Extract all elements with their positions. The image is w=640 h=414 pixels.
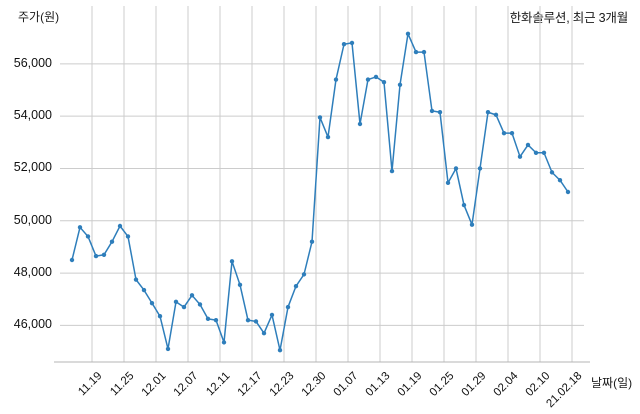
data-point-marker	[285, 304, 291, 310]
data-point-marker	[525, 142, 531, 148]
data-point-marker	[565, 189, 571, 195]
data-point-marker	[141, 287, 147, 293]
data-point-marker	[221, 340, 227, 345]
y-tick-label: 48,000	[13, 265, 52, 280]
data-point-marker	[293, 283, 299, 289]
y-tick-label: 56,000	[13, 55, 52, 70]
data-point-marker	[157, 314, 163, 319]
data-point-marker	[453, 166, 459, 171]
data-point-marker	[253, 319, 259, 324]
data-point-marker	[197, 302, 203, 307]
data-point-marker	[429, 108, 435, 114]
data-point-marker	[357, 121, 363, 127]
data-point-marker	[125, 234, 131, 239]
data-point-marker	[533, 150, 539, 155]
data-point-marker	[133, 277, 139, 282]
data-point-marker	[341, 42, 347, 47]
data-point-marker	[93, 253, 99, 259]
data-point-marker	[413, 49, 419, 55]
data-point-marker	[421, 49, 427, 55]
data-point-marker	[301, 272, 307, 277]
data-point-marker	[549, 170, 555, 175]
data-point-marker	[109, 239, 115, 244]
data-point-marker	[269, 312, 275, 318]
price-line	[71, 33, 569, 351]
plot-area	[54, 6, 590, 363]
y-tick-label: 46,000	[13, 317, 52, 332]
data-point-marker	[317, 115, 323, 120]
y-axis-title: 주가(원)	[18, 10, 60, 24]
data-point-marker	[69, 257, 75, 263]
data-point-marker	[333, 77, 339, 82]
data-point-marker	[485, 110, 491, 115]
data-point-marker	[245, 317, 251, 323]
data-point-marker	[509, 130, 515, 136]
data-point-marker	[397, 82, 403, 87]
data-point-marker	[381, 79, 387, 85]
data-point-marker	[237, 282, 243, 288]
data-point-marker	[213, 317, 219, 323]
x-axis-title: 날짜(일)	[591, 376, 633, 390]
data-point-marker	[445, 180, 451, 186]
data-point-marker	[205, 316, 211, 322]
data-point-marker	[349, 40, 355, 46]
data-point-marker	[373, 74, 379, 80]
data-point-marker	[181, 304, 187, 310]
price-line-series	[69, 31, 571, 353]
data-point-marker	[165, 346, 171, 352]
data-point-marker	[261, 331, 267, 336]
data-point-marker	[365, 77, 371, 82]
gridlines	[54, 6, 590, 363]
data-point-marker	[461, 202, 467, 208]
y-tick-label: 54,000	[13, 108, 52, 123]
data-point-marker	[309, 239, 315, 244]
data-point-marker	[189, 293, 195, 298]
data-point-marker	[389, 168, 395, 174]
data-point-marker	[85, 234, 91, 239]
plot-svg	[54, 6, 590, 363]
data-point-marker	[501, 130, 507, 136]
y-tick-label: 52,000	[13, 160, 52, 175]
data-point-marker	[277, 348, 283, 353]
data-point-marker	[77, 225, 83, 230]
data-point-marker	[101, 252, 107, 257]
data-point-marker	[477, 166, 483, 171]
data-point-marker	[117, 223, 123, 229]
data-point-marker	[405, 31, 411, 36]
data-point-marker	[493, 112, 499, 118]
data-point-marker	[149, 300, 155, 306]
data-point-marker	[469, 222, 475, 227]
data-point-marker	[325, 134, 331, 140]
data-point-marker	[229, 259, 235, 264]
chart-title: 한화솔루션, 최근 3개월	[509, 11, 628, 25]
data-point-marker	[437, 110, 443, 115]
y-tick-label: 50,000	[13, 212, 52, 227]
data-point-marker	[173, 299, 179, 305]
data-point-marker	[557, 178, 563, 183]
data-point-marker	[517, 154, 523, 159]
data-point-marker	[541, 150, 547, 155]
